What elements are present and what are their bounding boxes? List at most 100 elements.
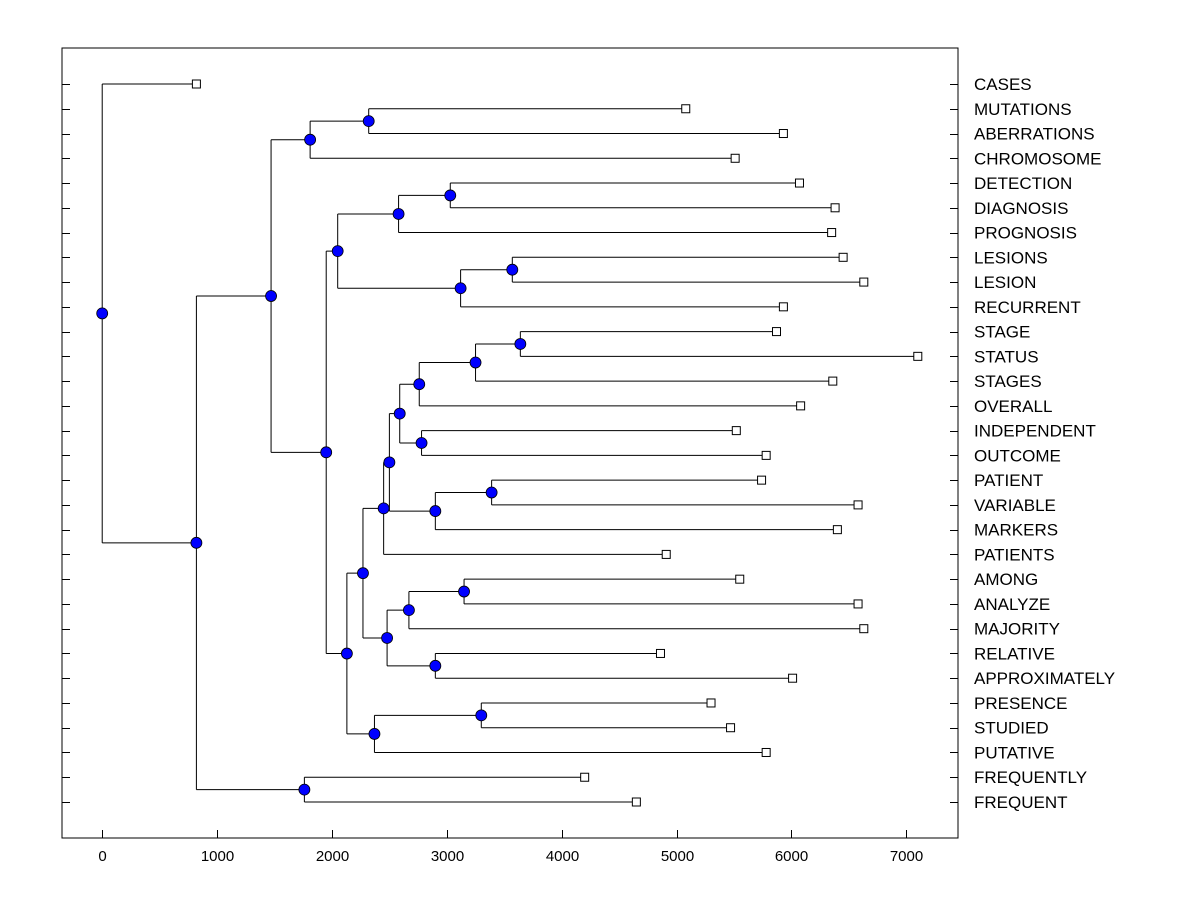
merge-node xyxy=(340,647,353,660)
leaf-label: PRESENCE xyxy=(974,694,1068,713)
leaf-marker xyxy=(859,277,869,287)
merge-node xyxy=(377,502,390,515)
leaf-label: PATIENT xyxy=(974,471,1043,490)
leaf-marker xyxy=(830,203,840,213)
merge-node xyxy=(298,783,311,796)
leaf-marker xyxy=(828,376,838,386)
merge-node xyxy=(331,245,344,258)
leaf-marker xyxy=(788,673,798,683)
leaf-label: PROGNOSIS xyxy=(974,224,1077,243)
merge-node xyxy=(514,338,527,350)
leaf-marker xyxy=(772,327,782,337)
merge-node xyxy=(265,290,277,302)
leaf-label: ANALYZE xyxy=(974,595,1050,614)
x-tick-label: 4000 xyxy=(546,848,579,865)
merge-node xyxy=(362,115,375,128)
leaf-label: ABERRATIONS xyxy=(974,125,1095,144)
merge-node xyxy=(475,709,488,722)
x-tick-label: 3000 xyxy=(431,848,464,865)
leaf-marker xyxy=(761,747,771,757)
merge-node xyxy=(368,728,381,740)
leaf-marker xyxy=(838,252,848,262)
leaf-label: CASES xyxy=(974,75,1032,94)
leaf-marker xyxy=(913,351,923,361)
leaf-marker xyxy=(731,426,741,436)
leaf-label: MAJORITY xyxy=(974,620,1060,639)
leaf-marker xyxy=(661,549,671,559)
leaf-label: CHROMOSOME xyxy=(974,149,1102,168)
x-tick-label: 5000 xyxy=(661,848,694,865)
leaf-marker xyxy=(778,129,788,139)
merge-node xyxy=(413,378,426,391)
merge-node xyxy=(506,263,519,276)
leaf-label: OUTCOME xyxy=(974,446,1061,465)
merge-node xyxy=(429,659,442,672)
leaf-marker xyxy=(832,525,842,535)
merge-node xyxy=(357,567,369,580)
merge-node xyxy=(392,208,405,220)
leaf-marker xyxy=(655,648,665,658)
leaf-label: STAGE xyxy=(974,323,1030,342)
leaf-label: VARIABLE xyxy=(974,496,1056,515)
x-tick-label: 1000 xyxy=(201,848,234,865)
leaf-label: PUTATIVE xyxy=(974,743,1055,762)
merge-node xyxy=(383,456,396,469)
x-tick-label: 6000 xyxy=(775,848,808,865)
leaf-label: STUDIED xyxy=(974,719,1049,738)
merge-node xyxy=(458,585,470,598)
merge-node xyxy=(403,604,415,617)
leaf-label: MARKERS xyxy=(974,521,1058,540)
plot-frame xyxy=(61,47,959,839)
merge-nodes xyxy=(96,115,527,796)
merge-node xyxy=(429,505,442,517)
leaf-marker xyxy=(730,153,740,163)
leaf-label: FREQUENT xyxy=(974,793,1068,812)
leaf-marker xyxy=(726,723,736,733)
leaf-label: DETECTION xyxy=(974,174,1072,193)
leaf-labels: CASES MUTATIONS ABERRATIONS CHROMOSOME DETEC… xyxy=(974,75,1115,812)
merge-node xyxy=(96,307,109,320)
leaf-marker xyxy=(735,574,745,584)
leaf-label: LESION xyxy=(974,273,1036,292)
merge-node xyxy=(485,486,498,499)
leaf-label: AMONG xyxy=(974,570,1038,589)
leaf-label: DIAGNOSIS xyxy=(974,199,1068,218)
leaf-marker xyxy=(191,79,201,89)
x-tick-label: 2000 xyxy=(316,848,349,865)
leaf-marker xyxy=(580,772,590,782)
leaf-marker xyxy=(853,500,863,510)
leaf-marker xyxy=(827,228,837,238)
leaf-label: STAGES xyxy=(974,372,1042,391)
merge-node xyxy=(469,356,482,369)
leaf-marker xyxy=(761,450,771,460)
x-tick-label: 7000 xyxy=(890,848,923,865)
leaf-markers xyxy=(191,79,923,807)
leaf-label: FREQUENTLY xyxy=(974,768,1087,787)
merge-node xyxy=(190,536,203,549)
leaf-label: STATUS xyxy=(974,347,1039,366)
leaf-marker xyxy=(859,624,869,634)
leaf-label: OVERALL xyxy=(974,397,1052,416)
merge-node xyxy=(320,446,333,459)
leaf-marker xyxy=(796,401,806,411)
leaf-marker xyxy=(853,599,863,609)
leaf-label: PATIENTS xyxy=(974,545,1055,564)
merge-node xyxy=(304,133,317,146)
merge-node xyxy=(444,189,457,202)
leaf-label: RECURRENT xyxy=(974,298,1081,317)
merge-node xyxy=(393,407,406,420)
x-tick-label: 0 xyxy=(98,848,106,865)
merge-node xyxy=(381,632,393,644)
leaf-marker xyxy=(794,178,804,188)
leaf-label: RELATIVE xyxy=(974,644,1055,663)
y-ticks xyxy=(62,84,958,803)
leaf-marker xyxy=(757,475,767,485)
leaf-label: MUTATIONS xyxy=(974,100,1072,119)
merge-node xyxy=(454,282,467,295)
leaf-marker xyxy=(681,104,691,114)
x-axis: 0 1000 2000 3000 4000 5000 6000 7000 xyxy=(98,830,923,865)
leaf-marker xyxy=(706,698,716,708)
leaf-marker xyxy=(778,302,788,312)
leaf-label: INDEPENDENT xyxy=(974,422,1096,441)
